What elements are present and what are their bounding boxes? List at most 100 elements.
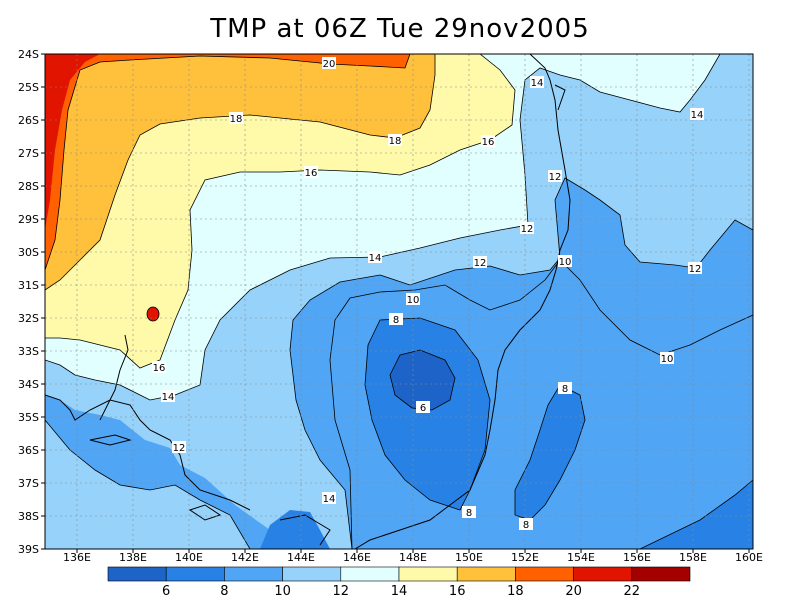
contour-label-bg [481, 135, 495, 147]
contour-label: 14 [162, 392, 175, 403]
colorbar-label: 8 [220, 584, 228, 599]
contour-label-bg [172, 441, 186, 453]
contour-label: 12 [521, 224, 534, 235]
colorbar: 6 8 10 12 14 16 18 20 22 [107, 566, 691, 599]
y-tick-label: 31S [18, 279, 39, 292]
contour-label-bg [519, 518, 533, 530]
contour-label: 20 [323, 59, 336, 70]
contour-label-bg [462, 506, 476, 518]
y-tick-label: 24S [18, 48, 39, 61]
contour-label-bg [688, 262, 702, 274]
contour-label-bg [690, 108, 704, 120]
contour-label: 12 [689, 264, 702, 275]
x-tick-label: 144E [287, 551, 315, 564]
contour-label: 18 [389, 136, 402, 147]
x-tick-label: 140E [175, 551, 203, 564]
x-tick-label: 142E [231, 551, 259, 564]
contour-label-bg [406, 293, 420, 305]
colorbar-swatch [165, 566, 225, 582]
y-tick-label: 25S [18, 81, 39, 94]
contour-label-bg [416, 401, 430, 413]
contour-label-bg [473, 256, 487, 268]
x-tick-label: 146E [343, 551, 371, 564]
y-tick-label: 37S [18, 477, 39, 490]
colorbar-label: 20 [565, 584, 582, 599]
colorbar-swatch [282, 566, 342, 582]
colorbar-swatch [573, 566, 633, 582]
contour-label-bg [388, 134, 402, 146]
contour-label: 16 [482, 137, 495, 148]
colorbar-swatch [340, 566, 400, 582]
contour-lines [45, 54, 753, 549]
colorbar-label: 14 [391, 584, 408, 599]
map-title: TMP at 06Z Tue 29nov2005 [210, 14, 590, 44]
colorbar-swatch [224, 566, 283, 582]
contour-label-bg [368, 251, 382, 263]
fill-22-plus [45, 54, 100, 230]
contour-label-bg [229, 112, 243, 124]
contour-labels: 20 18 18 16 16 14 14 14 12 12 10 10 8 6 8 8 8 10 12 12 14 16 1… [152, 57, 704, 531]
fill-18-patch [45, 306, 70, 334]
x-tick-label: 160E [735, 551, 763, 564]
contour-label-bg [322, 57, 336, 69]
y-tick-label: 36S [18, 444, 39, 457]
contour-label: 16 [305, 168, 318, 179]
colorbar-label: 16 [449, 584, 466, 599]
contour-label: 6 [420, 403, 426, 414]
x-tick-label: 138E [119, 551, 147, 564]
contour-label-bg [530, 76, 544, 88]
x-tick-label: 156E [623, 551, 651, 564]
contour-label: 12 [173, 443, 186, 454]
colorbar-swatch [515, 566, 574, 582]
contour-label-bg [304, 166, 318, 178]
coastline [45, 54, 571, 549]
contour-label-bg [322, 492, 336, 504]
contour-label: 14 [531, 78, 544, 89]
fill-20-blob [147, 307, 159, 321]
contour-label-bg [660, 352, 674, 364]
x-tick-label: 148E [399, 551, 427, 564]
x-tick-label: 154E [567, 551, 595, 564]
y-tick-label: 27S [18, 147, 39, 160]
x-axis: 136E 138E 140E 142E 144E 146E 148E 150E 152E 154E… [63, 549, 763, 564]
x-tick-label: 158E [679, 551, 707, 564]
plot-frame [44, 53, 754, 550]
contour-label: 12 [549, 172, 562, 183]
x-tick-label: 152E [511, 551, 539, 564]
x-tick-label: 136E [63, 551, 91, 564]
contour-label: 18 [230, 114, 243, 125]
contour-label: 14 [691, 110, 704, 121]
y-tick-label: 30S [18, 246, 39, 259]
contour-label: 10 [407, 295, 420, 306]
contour-label: 14 [323, 494, 336, 505]
contour-label: 8 [523, 520, 529, 531]
contour-label-bg [558, 382, 572, 394]
contour-label-bg [389, 313, 403, 325]
contour-label: 12 [474, 258, 487, 269]
x-tick-label: 150E [455, 551, 483, 564]
fill-18-20 [45, 54, 435, 290]
contour-label-bg [520, 222, 534, 234]
colorbar-swatch [456, 566, 516, 582]
y-tick-label: 32S [18, 312, 39, 325]
y-tick-label: 28S [18, 180, 39, 193]
y-tick-label: 38S [18, 510, 39, 523]
contour-label-bg [548, 170, 562, 182]
colorbar-label: 10 [274, 584, 291, 599]
fill-12-patch-west [45, 420, 250, 549]
y-tick-label: 26S [18, 114, 39, 127]
colorbar-label: 18 [507, 584, 524, 599]
colorbar-swatch [631, 566, 691, 582]
contour-label-bg [558, 255, 572, 267]
y-tick-label: 34S [18, 378, 39, 391]
colorbar-label: 12 [333, 584, 350, 599]
fill-6-8-southeast [515, 385, 585, 520]
fill-8-corner [640, 480, 753, 549]
contour-label: 10 [661, 354, 674, 365]
y-tick-label: 29S [18, 213, 39, 226]
colorbar-swatch [107, 566, 167, 582]
contour-label: 16 [153, 363, 166, 374]
colorbar-label: 22 [624, 584, 641, 599]
colorbar-label: 6 [162, 584, 170, 599]
